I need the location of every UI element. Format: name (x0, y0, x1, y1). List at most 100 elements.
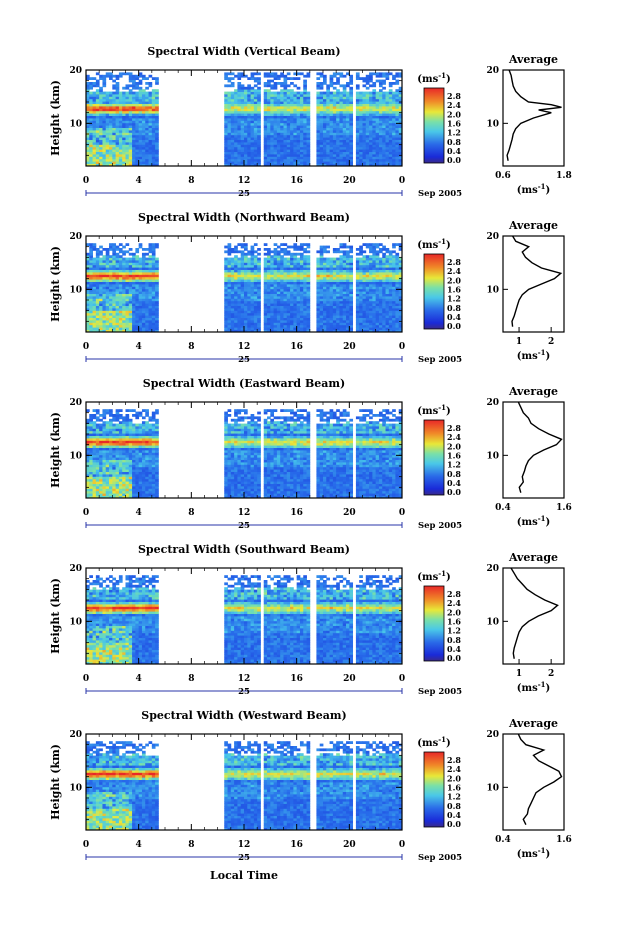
heatmap-cell (270, 154, 274, 157)
heatmap-cell (257, 289, 261, 292)
heatmap-cell (366, 262, 370, 265)
heatmap-cell (376, 135, 380, 138)
heatmap-cell (346, 92, 350, 95)
heatmap-cell (389, 132, 393, 135)
heatmap-cell (359, 116, 363, 119)
heatmap-cell (386, 149, 390, 152)
heatmap-cell (237, 325, 241, 328)
heatmap-cell (290, 289, 294, 292)
heatmap-cell (280, 315, 284, 318)
heatmap-cell (349, 306, 353, 309)
heatmap-cell (142, 89, 146, 92)
heatmap-cell (119, 325, 123, 328)
heatmap-cell (379, 104, 383, 107)
heatmap-cell (293, 260, 297, 263)
heatmap-cell (277, 140, 281, 143)
heatmap-cell (372, 116, 376, 119)
heatmap-cell (155, 282, 159, 285)
heatmap-cell (237, 286, 241, 289)
heatmap-cell (359, 267, 363, 270)
heatmap-cell (132, 310, 136, 313)
heatmap-cell (237, 270, 241, 273)
heatmap-cell (372, 250, 376, 253)
heatmap-cell (366, 315, 370, 318)
heatmap-cell (339, 325, 343, 328)
heatmap-cell (129, 75, 133, 78)
heatmap-cell (303, 308, 307, 311)
heatmap-cell (369, 274, 373, 277)
heatmap-cell (132, 294, 136, 297)
heatmap-cell (359, 108, 363, 111)
heatmap-cell (297, 284, 301, 287)
heatmap-cell (284, 310, 288, 313)
heatmap-cell (346, 286, 350, 289)
heatmap-cell (106, 258, 110, 261)
heatmap-cell (386, 120, 390, 123)
heatmap-cell (376, 92, 380, 95)
heatmap-cell (96, 282, 100, 285)
heatmap-cell (307, 118, 311, 121)
heatmap-cell (254, 289, 258, 292)
heatmap-cell (237, 82, 241, 85)
heatmap-cell (244, 296, 248, 299)
heatmap-cell (257, 258, 261, 261)
heatmap-cell (106, 284, 110, 287)
heatmap-cell (116, 118, 120, 121)
heatmap-cell (112, 286, 116, 289)
heatmap-cell (339, 106, 343, 109)
heatmap-cell (129, 294, 133, 297)
heatmap-cell (264, 308, 268, 311)
heatmap-cell (389, 92, 393, 95)
heatmap-cell (280, 104, 284, 107)
heatmap-cell (284, 108, 288, 111)
heatmap-cell (356, 306, 360, 309)
heatmap-cell (343, 87, 347, 90)
heatmap-cell (287, 246, 291, 249)
heatmap-cell (257, 152, 261, 155)
heatmap-cell (270, 308, 274, 311)
heatmap-cell (386, 277, 390, 280)
heatmap-cell (297, 327, 301, 330)
heatmap-cell (135, 104, 139, 107)
heatmap-cell (323, 142, 327, 145)
heatmap-cell (244, 286, 248, 289)
heatmap-cell (270, 94, 274, 97)
heatmap-cell (270, 284, 274, 287)
heatmap-cell (287, 258, 291, 261)
heatmap-cell (293, 111, 297, 114)
heatmap-cell (369, 258, 373, 261)
heatmap-cell (349, 101, 353, 104)
heatmap-cell (376, 289, 380, 292)
heatmap-cell (109, 125, 113, 128)
heatmap-cell (359, 92, 363, 95)
heatmap-cell (119, 296, 123, 299)
heatmap-cell (277, 101, 281, 104)
heatmap-cell (106, 320, 110, 323)
heatmap-cell (237, 296, 241, 299)
heatmap-cell (349, 99, 353, 102)
heatmap-cell (247, 253, 251, 256)
colorbar (424, 88, 444, 163)
heatmap-cell (234, 286, 238, 289)
heatmap-cell (99, 94, 103, 97)
heatmap-cell (366, 289, 370, 292)
heatmap-cell (356, 144, 360, 147)
heatmap-cell (297, 277, 301, 280)
heatmap-cell (369, 296, 373, 299)
heatmap-cell (102, 128, 106, 131)
heatmap-cell (244, 310, 248, 313)
heatmap-cell (122, 144, 126, 147)
heatmap-cell (379, 135, 383, 138)
heatmap-cell (149, 156, 153, 159)
heatmap-cell (122, 99, 126, 102)
heatmap-cell (270, 84, 274, 87)
heatmap-cell (389, 82, 393, 85)
heatmap-cell (339, 135, 343, 138)
heatmap-cell (244, 294, 248, 297)
heatmap-cell (349, 250, 353, 253)
heatmap-cell (270, 267, 274, 270)
heatmap-cell (102, 84, 106, 87)
heatmap-cell (369, 327, 373, 330)
heatmap-cell (363, 296, 367, 299)
heatmap-cell (363, 277, 367, 280)
